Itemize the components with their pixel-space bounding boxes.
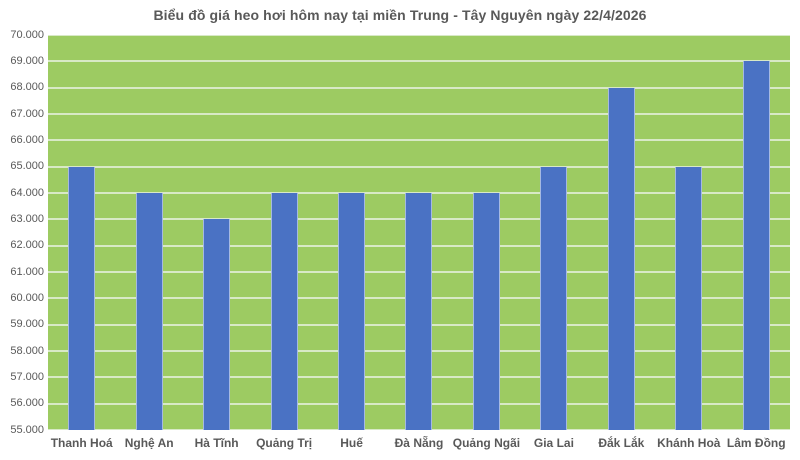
x-axis-category-label: Quảng Trị [256, 436, 313, 450]
bar-Huế [338, 193, 366, 430]
x-axis-category-label: Huế [340, 436, 363, 450]
bar-cell-4 [318, 35, 385, 430]
bar-Quảng Trị [270, 193, 298, 430]
bar-Đà Nẵng [405, 193, 433, 430]
x-axis-category-label: Gia Lai [533, 436, 574, 450]
y-axis: 70.000 69.000 68.000 67.000 66.000 65.000 64.0… [0, 0, 44, 460]
gridline [48, 139, 790, 142]
y-axis-tick-label: 58.000 [10, 344, 44, 357]
bar-cell-0 [48, 35, 115, 430]
bar-Hà Tĩnh [203, 219, 231, 430]
gridline [48, 35, 790, 36]
y-axis-tick-label: 70.000 [10, 28, 44, 41]
bar-cell-10 [723, 35, 790, 430]
y-axis-tick-label: 66.000 [10, 133, 44, 146]
gridline [48, 86, 790, 89]
bar-Quảng Ngãi [472, 193, 500, 430]
bar-Khánh Hoà [675, 166, 703, 430]
bar-Gia Lai [540, 166, 568, 430]
bar-cell-1 [115, 35, 182, 430]
y-axis-tick-label: 67.000 [10, 107, 44, 120]
gridline [48, 113, 790, 115]
gridline [48, 165, 790, 168]
y-axis-tick-label: 60.000 [10, 291, 44, 304]
bar-cell-6 [453, 35, 520, 430]
y-axis-tick-label: 56.000 [10, 397, 44, 410]
bar-cell-8 [588, 35, 655, 430]
gridline [48, 60, 790, 63]
bar-Thanh Hoá [68, 166, 96, 430]
y-axis-tick-label: 57.000 [10, 370, 44, 383]
bar-Đắk Lắk [607, 87, 635, 430]
bar-series [48, 35, 790, 430]
plot-area [48, 35, 790, 430]
bar-Lâm Đồng [742, 61, 770, 430]
x-axis-category-label: Lâm Đồng [726, 436, 786, 450]
bar-cell-2 [183, 35, 250, 430]
bar-Nghệ An [135, 193, 163, 430]
x-axis-category-label: Thanh Hoá [50, 436, 113, 450]
y-axis-tick-label: 61.000 [10, 265, 44, 278]
y-axis-tick-label: 63.000 [10, 212, 44, 225]
y-axis-tick-label: 64.000 [10, 186, 44, 199]
y-axis-tick-label: 59.000 [10, 318, 44, 331]
x-axis-category-label: Đà Nẵng [394, 436, 444, 450]
x-axis: Thanh Hoá Nghệ An Hà Tĩnh Quảng Trị Huế Đà Nẵ… [48, 436, 790, 454]
chart-title: Biểu đồ giá heo hơi hôm nay tại miền Tru… [153, 7, 647, 23]
x-axis-category-label: Khánh Hoà [657, 436, 721, 450]
y-axis-tick-label: 62.000 [10, 239, 44, 252]
y-axis-tick-label: 65.000 [10, 160, 44, 173]
bar-cell-9 [655, 35, 722, 430]
bar-cell-5 [385, 35, 452, 430]
y-axis-tick-label: 68.000 [10, 81, 44, 94]
y-axis-tick-label: 69.000 [10, 54, 44, 67]
bar-cell-7 [520, 35, 587, 430]
x-axis-category-label: Quảng Ngãi [452, 436, 521, 450]
x-axis-category-label: Hà Tĩnh [194, 436, 239, 450]
x-axis-category-label: Đắk Lắk [598, 436, 645, 450]
x-axis-category-label: Nghệ An [124, 436, 174, 450]
bar-cell-3 [250, 35, 317, 430]
y-axis-tick-label: 55.000 [10, 423, 44, 436]
